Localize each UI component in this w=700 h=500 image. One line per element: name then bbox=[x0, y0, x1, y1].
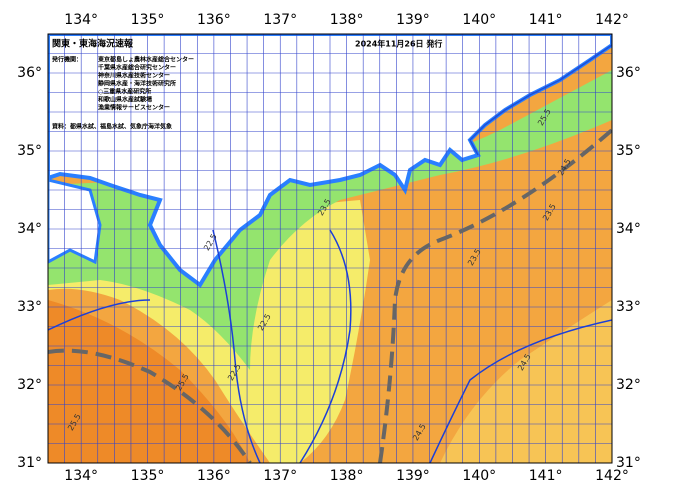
longitude-label: 135° bbox=[131, 468, 165, 484]
longitude-label: 138° bbox=[330, 12, 364, 28]
grid bbox=[48, 34, 612, 463]
latitude-label: 36° bbox=[616, 65, 641, 81]
issuer: 神奈川県水産技術センター bbox=[98, 72, 170, 80]
issuer: 和歌山県水産試験場 bbox=[97, 96, 152, 104]
kuroshio-axis bbox=[48, 348, 252, 463]
latitude-label: 35° bbox=[17, 143, 42, 159]
longitude-label: 141° bbox=[529, 12, 563, 28]
longitude-label: 137° bbox=[263, 12, 297, 28]
longitude-label: 140° bbox=[462, 12, 496, 28]
latitude-label: 36° bbox=[17, 65, 42, 81]
shikoku bbox=[48, 178, 102, 265]
issuer: 漁業情報サービスセンター bbox=[98, 104, 170, 112]
longitude-label: 134° bbox=[64, 12, 98, 28]
latitude-label: 34° bbox=[616, 221, 641, 237]
longitude-label: 142° bbox=[595, 468, 629, 484]
longitude-label: 136° bbox=[197, 12, 231, 28]
contour bbox=[299, 229, 352, 463]
issuers: 東京都島しょ農林水産総合センター千葉県水産総合研究センター神奈川県水産技術センタ… bbox=[97, 56, 194, 112]
latitude-label: 32° bbox=[17, 377, 42, 393]
axes: 134° 134° 135° 135° 136° 136° 137° 137° 138° 138°… bbox=[17, 12, 641, 484]
latitude-label: 31° bbox=[17, 455, 42, 471]
map-area: 23.522.524.525.522.523.524.525.523.524.5… bbox=[48, 34, 612, 463]
offshore-water bbox=[440, 300, 612, 463]
longitude-label: 140° bbox=[462, 468, 496, 484]
issuer-label: 発行機関： bbox=[52, 56, 82, 64]
longitude-label: 141° bbox=[529, 468, 563, 484]
frame bbox=[47, 33, 613, 464]
warm-core bbox=[48, 300, 250, 463]
longitude-label: 136° bbox=[197, 468, 231, 484]
kuroshio-axis bbox=[378, 128, 612, 463]
longitude-label: 134° bbox=[64, 468, 98, 484]
issuer: 千葉県水産総合研究センター bbox=[98, 64, 176, 72]
contour bbox=[212, 229, 261, 463]
longitude-label: 137° bbox=[263, 468, 297, 484]
longitude-label: 135° bbox=[131, 12, 165, 28]
longitude-label: 139° bbox=[396, 468, 430, 484]
latitude-label: 31° bbox=[616, 455, 641, 471]
contour bbox=[48, 299, 151, 331]
title: 関東・東海海況速報 bbox=[52, 38, 134, 50]
latitude-label: 35° bbox=[616, 143, 641, 159]
issue-date: 2024年11月26日 発行 bbox=[355, 39, 442, 49]
coastline bbox=[48, 34, 612, 156]
issuer: ○三重県水産研究所 bbox=[98, 88, 151, 96]
latitude-label: 33° bbox=[616, 299, 641, 315]
longitude-label: 139° bbox=[396, 12, 430, 28]
source: 資料：都県水試、福島水試、気象庁海洋気象 bbox=[52, 123, 172, 131]
longitude-label: 138° bbox=[330, 468, 364, 484]
issuer: 東京都島しょ農林水産総合センター bbox=[98, 56, 194, 64]
latitude-label: 32° bbox=[616, 377, 641, 393]
latitude-label: 33° bbox=[17, 299, 42, 315]
longitude-label: 142° bbox=[595, 12, 629, 28]
contour bbox=[429, 319, 612, 463]
issuer: 静岡県水産・海洋技術研究所 bbox=[98, 80, 176, 88]
latitude-label: 34° bbox=[17, 221, 42, 237]
